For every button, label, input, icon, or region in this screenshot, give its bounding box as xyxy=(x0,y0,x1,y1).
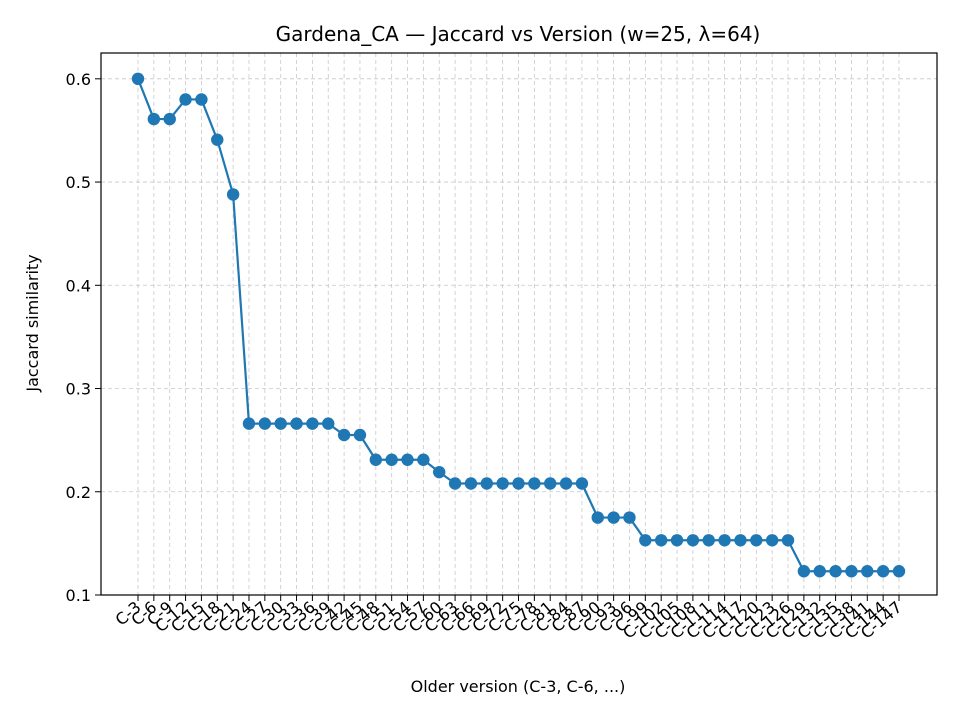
grid xyxy=(101,53,937,596)
data-point xyxy=(559,477,573,490)
data-point xyxy=(845,565,858,578)
data-point xyxy=(861,565,874,578)
data-point xyxy=(813,565,826,578)
data-point xyxy=(623,511,636,524)
data-point xyxy=(544,477,557,490)
y-tick-label: 0.6 xyxy=(66,70,91,89)
data-point xyxy=(654,534,668,547)
data-point xyxy=(417,453,430,466)
data-point xyxy=(829,565,842,578)
y-axis-title: Jaccard similarity xyxy=(23,254,42,392)
data-point xyxy=(876,565,890,578)
data-point xyxy=(258,417,272,430)
data-point xyxy=(464,477,478,490)
data-point xyxy=(575,477,589,490)
data-point xyxy=(306,417,319,430)
data-point xyxy=(369,453,383,466)
data-point xyxy=(750,534,763,547)
data-point xyxy=(781,534,795,547)
data-point xyxy=(226,188,240,201)
data-point xyxy=(211,133,224,146)
data-point xyxy=(322,417,335,430)
y-tick-label: 0.4 xyxy=(66,276,91,295)
data-point xyxy=(892,565,906,578)
data-point xyxy=(385,453,398,466)
data-point xyxy=(702,534,715,547)
data-point xyxy=(448,477,462,490)
data-point xyxy=(765,534,779,547)
data-point xyxy=(480,477,493,490)
data-point xyxy=(353,428,367,442)
data-point xyxy=(686,534,700,547)
series-markers xyxy=(131,72,906,578)
y-tick-label: 0.2 xyxy=(66,483,91,502)
data-point xyxy=(670,534,684,547)
data-point xyxy=(607,511,620,524)
data-point xyxy=(591,511,604,524)
data-point xyxy=(195,93,208,106)
data-point xyxy=(242,417,256,430)
data-point xyxy=(512,477,525,490)
data-point xyxy=(131,72,145,86)
data-point xyxy=(179,93,192,106)
data-point xyxy=(718,534,731,547)
y-tick-label: 0.3 xyxy=(66,380,91,399)
data-point xyxy=(496,477,509,490)
y-tick-label: 0.5 xyxy=(66,173,91,192)
data-point xyxy=(797,565,811,578)
chart-title: Gardena_CA — Jaccard vs Version (w=25, λ… xyxy=(276,22,761,46)
data-point xyxy=(433,465,446,479)
data-point xyxy=(337,428,351,442)
x-axis-title: Older version (C-3, C-6, ...) xyxy=(411,677,626,696)
data-point xyxy=(401,453,414,466)
data-point xyxy=(528,477,541,490)
data-point xyxy=(639,534,652,547)
data-point xyxy=(147,112,161,126)
data-point xyxy=(734,534,747,547)
y-tick-label: 0.1 xyxy=(66,586,91,605)
data-point xyxy=(163,112,176,126)
data-point xyxy=(274,417,287,430)
data-point xyxy=(290,417,303,430)
